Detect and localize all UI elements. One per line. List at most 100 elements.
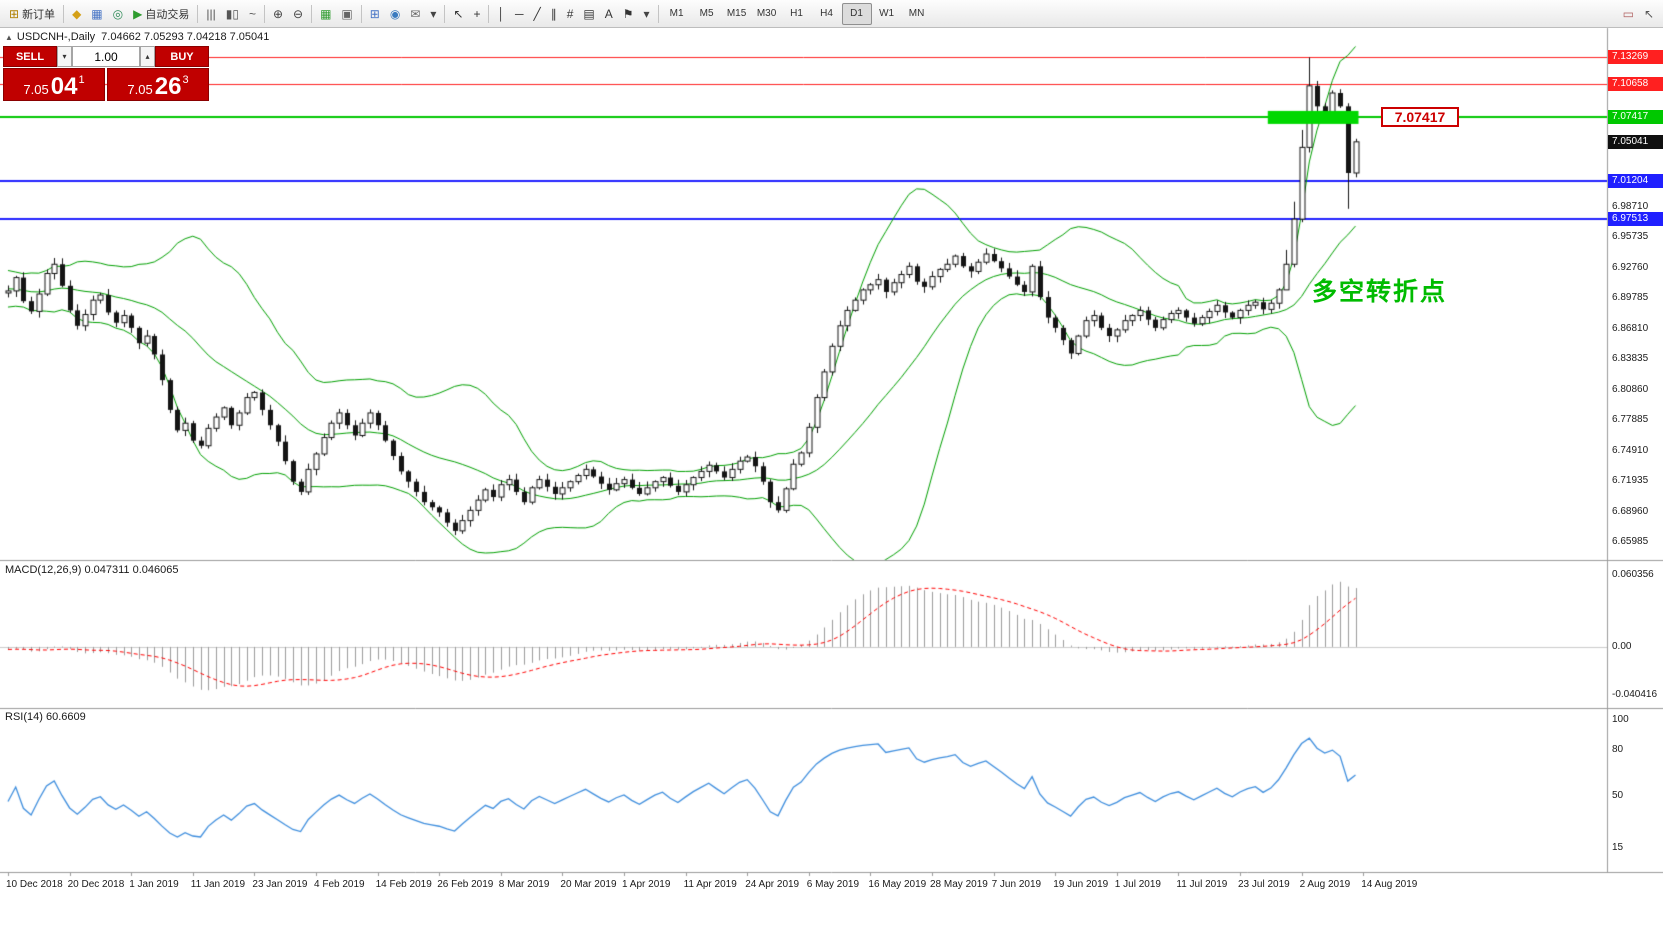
- price-level-tag: 7.13269: [1608, 50, 1663, 65]
- profiles-button[interactable]: ◉: [385, 2, 405, 26]
- tile-windows-button[interactable]: ▦: [315, 2, 336, 26]
- mail-icon: ✉: [410, 6, 421, 21]
- pointer-button[interactable]: ↖: [1639, 2, 1659, 26]
- rsi-axis-label: 80: [1612, 744, 1624, 756]
- eraser-button[interactable]: ▭: [1618, 2, 1639, 26]
- timeframe-d1-button[interactable]: D1: [841, 2, 872, 25]
- collapse-subwindow-icon[interactable]: ▲: [5, 33, 13, 42]
- rsi-axis-label: 15: [1612, 842, 1624, 854]
- sell-price-button[interactable]: 7.05 04 1: [3, 68, 105, 101]
- date-axis-label: 23 Jul 2019: [1238, 879, 1290, 890]
- buy-price-button[interactable]: 7.05 26 3: [107, 68, 209, 101]
- crosshair-button[interactable]: +: [468, 2, 485, 26]
- shapes-button[interactable]: ▤: [578, 2, 599, 26]
- price-axis-label: 6.92760: [1612, 261, 1649, 273]
- arrows-dropdown-icon: ▾: [643, 6, 650, 21]
- trendline-button[interactable]: ╱: [529, 2, 546, 26]
- toolbar-separator: [197, 4, 199, 23]
- vertical-line-button[interactable]: │: [492, 2, 510, 26]
- price-axis-label: 6.83835: [1612, 353, 1649, 365]
- navigator-icon: ◎: [112, 6, 124, 21]
- lot-size-input[interactable]: [72, 46, 140, 67]
- navigator-button[interactable]: ◎: [108, 2, 128, 26]
- price-level-tag: 7.07417: [1608, 110, 1663, 125]
- sell-button[interactable]: SELL: [3, 46, 57, 67]
- price-axis-label: 6.68960: [1612, 505, 1649, 517]
- trendline-icon: ╱: [533, 6, 541, 21]
- toolbar-separator: [263, 4, 265, 23]
- date-axis-label: 11 Jul 2019: [1176, 879, 1228, 890]
- eraser-icon: ▭: [1622, 6, 1634, 21]
- price-axis-label: 6.80860: [1612, 383, 1649, 395]
- chart-symbol-period: USDCNH-,Daily: [16, 31, 96, 43]
- timeframe-m30-button[interactable]: M30: [756, 8, 777, 19]
- ohlc-bars-button[interactable]: |||: [201, 2, 220, 26]
- fibonacci-icon: #: [566, 6, 574, 21]
- text-label-button[interactable]: A: [600, 2, 618, 26]
- channel-button[interactable]: ∥: [546, 2, 562, 26]
- arrows-dropdown-button[interactable]: ▾: [639, 2, 655, 26]
- autotrading-button-label: 自动交易: [145, 8, 190, 21]
- new-chart-button[interactable]: ⊞: [365, 2, 385, 26]
- arrows-tool-icon: ⚑: [622, 6, 634, 21]
- macd-axis-label: -0.040416: [1612, 688, 1658, 700]
- ask-price-big-digits: 26: [154, 72, 182, 100]
- price-axis-label: 6.89785: [1612, 292, 1649, 304]
- rsi-axis-label: 100: [1612, 714, 1629, 726]
- new-order-button[interactable]: ⊞ 新订单: [4, 2, 60, 26]
- cursor-button[interactable]: ↖: [448, 2, 468, 26]
- mail-dropdown-icon: ▾: [430, 6, 437, 21]
- ask-price-pip-digit: 3: [182, 74, 189, 86]
- buy-button[interactable]: BUY: [155, 46, 209, 67]
- date-axis-label: 19 Jun 2019: [1053, 879, 1109, 890]
- date-axis-label: 4 Feb 2019: [314, 879, 365, 890]
- candlestick-chart-button[interactable]: ▮▯: [221, 2, 244, 26]
- date-axis-label: 11 Apr 2019: [683, 879, 737, 890]
- timeframe-w1-button[interactable]: W1: [879, 8, 895, 19]
- line-chart-button[interactable]: ~: [244, 2, 261, 26]
- price-axis-label: 6.74910: [1612, 444, 1649, 456]
- timeframe-m1-button[interactable]: M1: [669, 8, 684, 19]
- price-axis-label: 6.98710: [1612, 200, 1649, 212]
- cascade-windows-button[interactable]: ▣: [336, 2, 357, 26]
- data-window-button[interactable]: ▦: [86, 2, 107, 26]
- ask-price-prefix: 7.05: [127, 81, 153, 97]
- text-label-icon: A: [604, 6, 613, 21]
- date-axis-label: 14 Feb 2019: [375, 879, 432, 890]
- timeframe-h4-button[interactable]: H4: [820, 8, 833, 19]
- horizontal-line-button[interactable]: ─: [510, 2, 529, 26]
- rsi-axis-label: 50: [1612, 789, 1624, 801]
- date-axis-label: 2 Aug 2019: [1299, 879, 1351, 890]
- chart-annotation-text: 多空转折点: [1312, 278, 1448, 306]
- toolbar-right-group: ▭ ↖: [1618, 2, 1659, 26]
- arrows-tool-button[interactable]: ⚑: [618, 2, 639, 26]
- autotrading-button[interactable]: ▶ 自动交易: [128, 2, 194, 26]
- price-axis-label: 6.95735: [1612, 231, 1649, 243]
- date-axis-label: 8 Mar 2019: [498, 879, 550, 890]
- line-chart-icon: ~: [248, 6, 256, 21]
- price-axis-label: 6.77885: [1612, 414, 1649, 426]
- zoom-out-button[interactable]: ⊖: [288, 2, 308, 26]
- date-axis-label: 1 Jul 2019: [1114, 879, 1161, 890]
- timeframe-m15-button[interactable]: M15: [726, 8, 747, 19]
- bid-price-pip-digit: 1: [78, 74, 85, 86]
- autotrading-icon: ▶: [133, 6, 143, 21]
- toolbar-separator: [488, 4, 490, 23]
- candlestick-chart-icon: ▮▯: [225, 6, 239, 21]
- timeframe-mn-button[interactable]: MN: [908, 8, 925, 19]
- price-axis-label: 6.86810: [1612, 322, 1649, 334]
- macd-indicator-label: MACD(12,26,9) 0.047311 0.046065: [5, 564, 179, 576]
- data-window-icon: ▦: [91, 6, 103, 21]
- fibonacci-button[interactable]: #: [562, 2, 579, 26]
- market-watch-button[interactable]: ◆: [67, 2, 86, 26]
- zoom-out-icon: ⊖: [293, 6, 304, 21]
- date-axis-label: 26 Feb 2019: [437, 879, 494, 890]
- mail-button[interactable]: ✉: [405, 2, 425, 26]
- lot-decrease-button[interactable]: ▾: [57, 46, 72, 67]
- timeframe-h1-button[interactable]: H1: [790, 8, 803, 19]
- zoom-in-button[interactable]: ⊕: [268, 2, 288, 26]
- timeframe-m5-button[interactable]: M5: [699, 8, 714, 19]
- mail-dropdown-button[interactable]: ▾: [425, 2, 441, 26]
- lot-increase-button[interactable]: ▴: [140, 46, 155, 67]
